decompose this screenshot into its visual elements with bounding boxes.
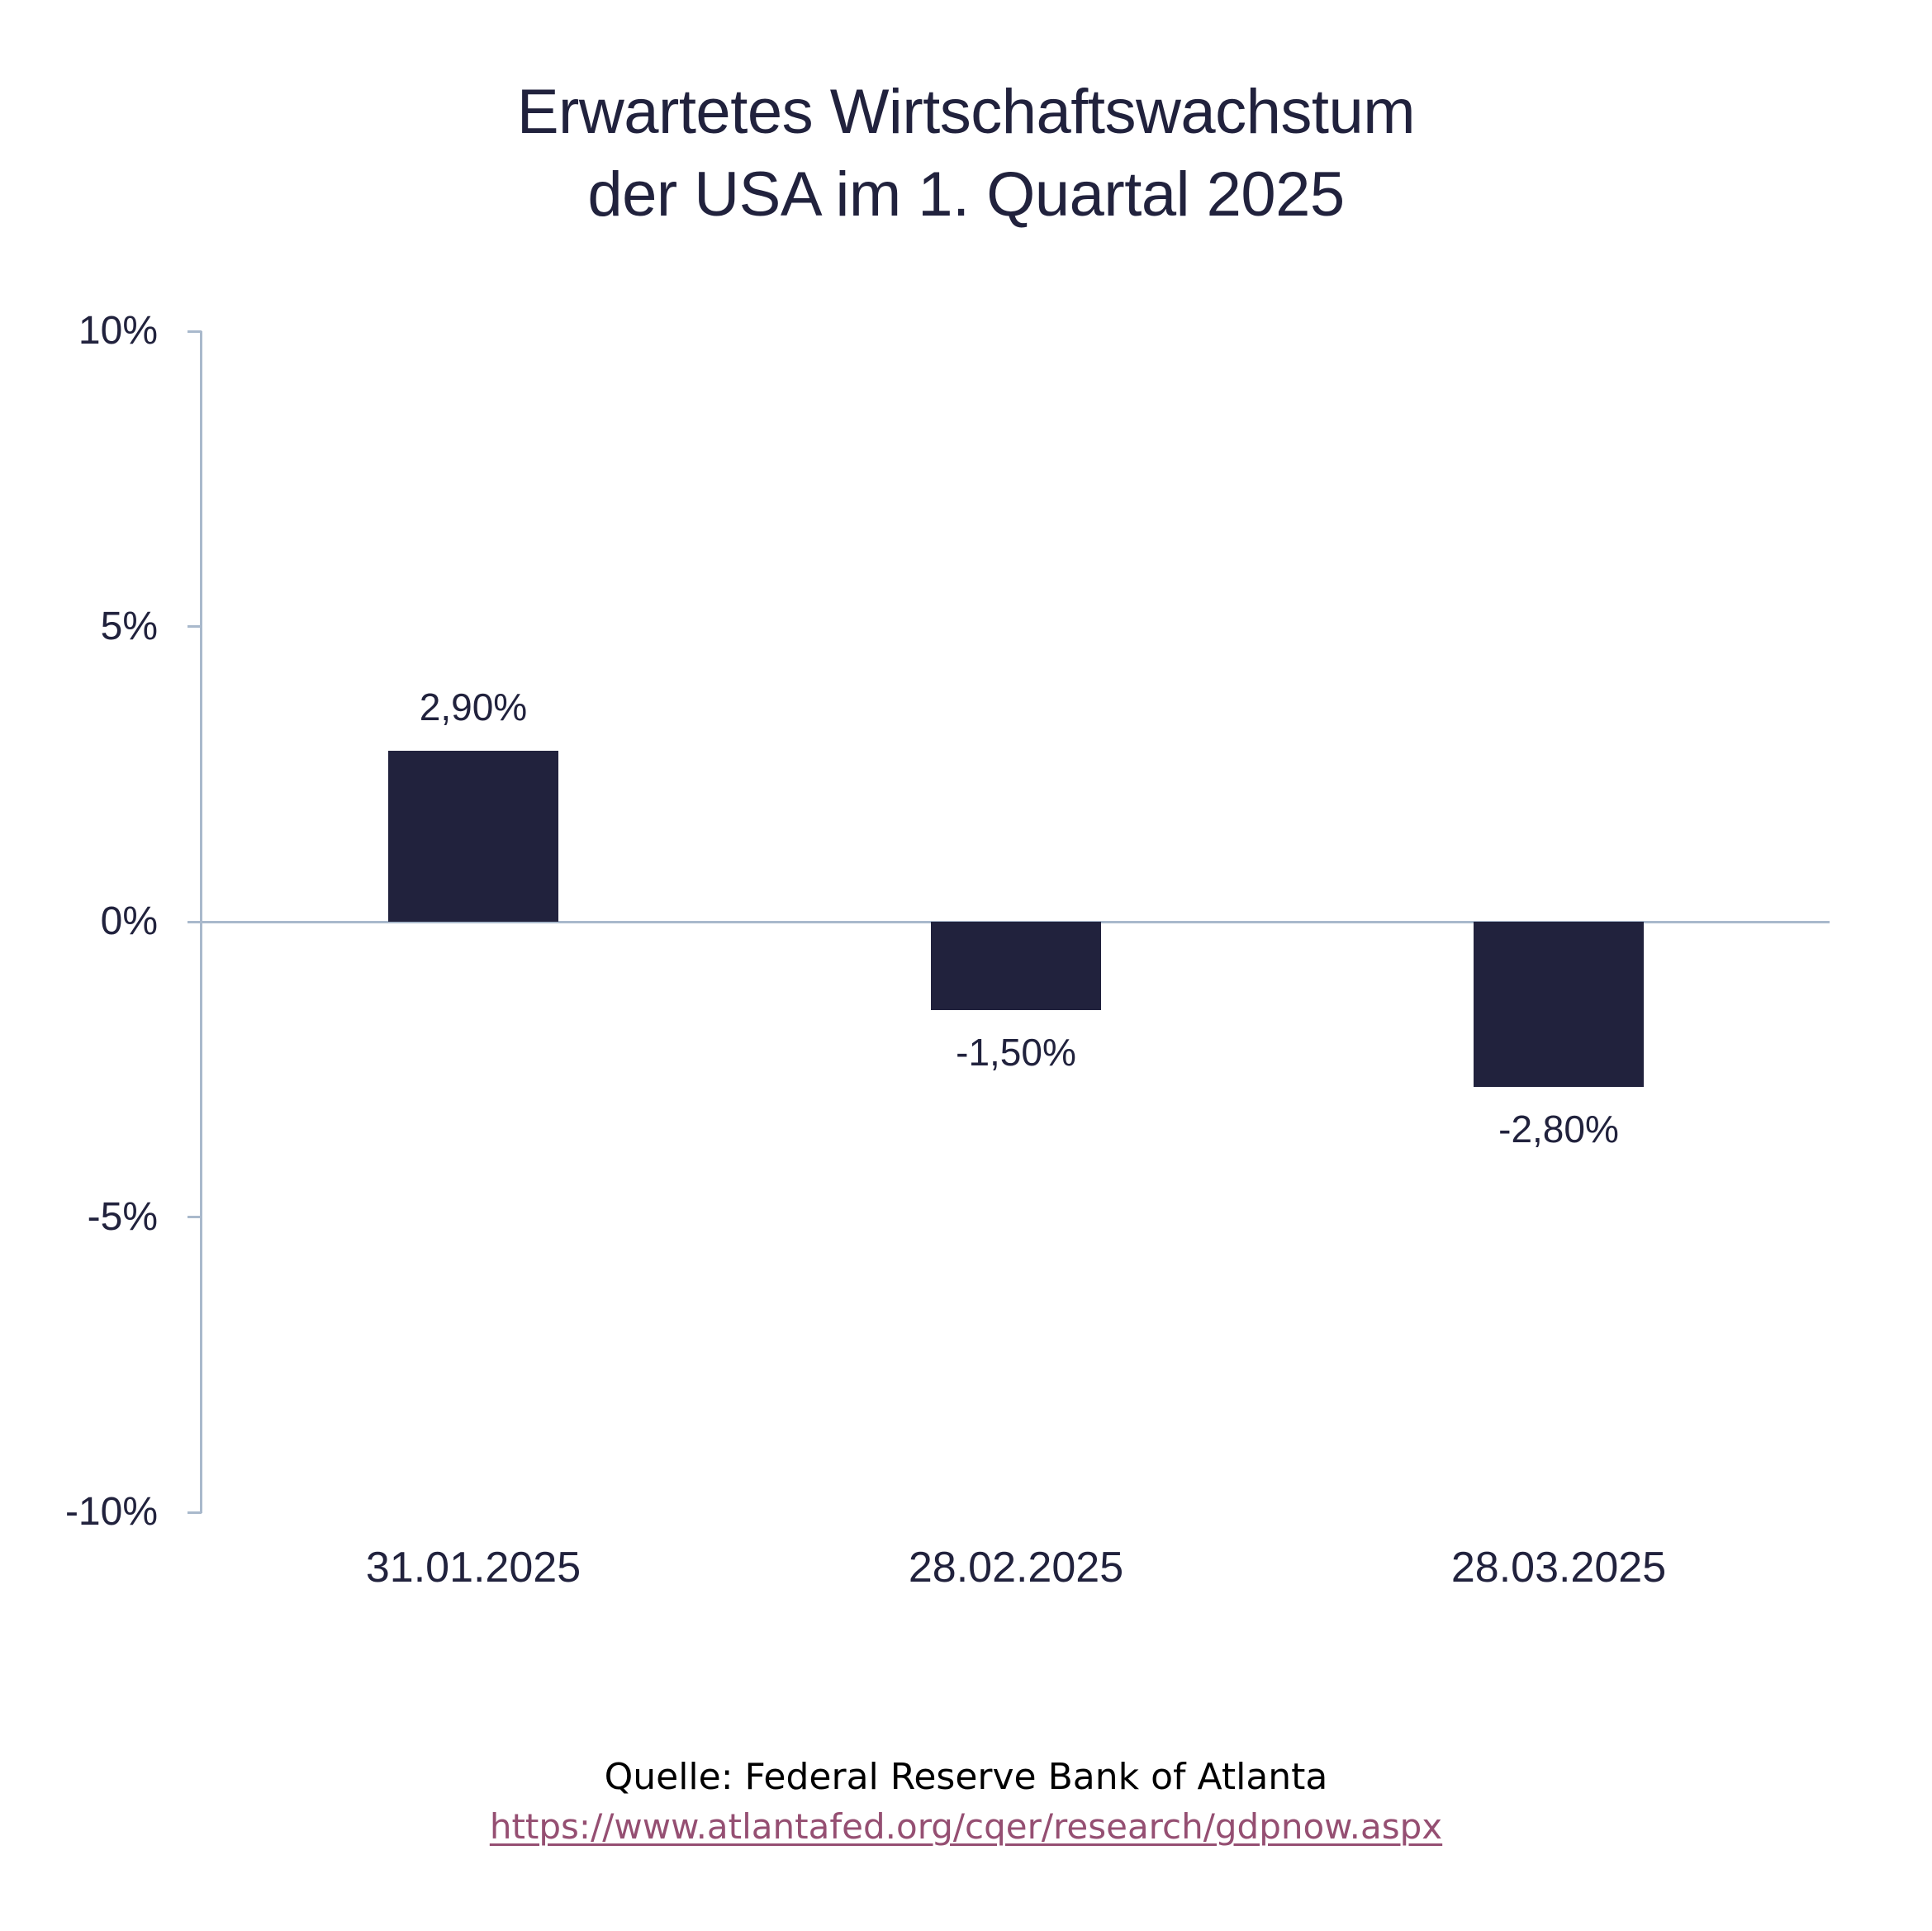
y-tick-label-10: 10% — [78, 309, 158, 353]
bar-value-label-28-03-2025: -2,80% — [1498, 1108, 1619, 1151]
bar-value-label-28-02-2025: -1,50% — [956, 1031, 1076, 1075]
x-axis-label-28-02-2025: 28.02.2025 — [908, 1544, 1124, 1592]
y-tick-10 — [188, 330, 202, 333]
bar-31-01-2025 — [388, 750, 558, 922]
y-tick-minus-10 — [188, 1511, 202, 1514]
bar-value-label-31-01-2025: 2,90% — [419, 685, 528, 728]
x-axis-label-28-03-2025: 28.03.2025 — [1450, 1544, 1667, 1592]
chart-title: Erwartetes Wirtschaftswachstum der USA i… — [0, 71, 1932, 236]
bar-28-03-2025 — [1474, 922, 1644, 1088]
chart-title-line-2: der USA im 1. Quartal 2025 — [587, 159, 1345, 230]
y-tick-label-minus-5: -5% — [87, 1194, 158, 1239]
y-tick-label-0: 0% — [100, 899, 158, 943]
source-link[interactable]: https://www.atlantafed.org/cqer/research… — [489, 1806, 1443, 1847]
bar-28-02-2025 — [931, 922, 1101, 1011]
y-tick-minus-5 — [188, 1216, 202, 1218]
source-text: Quelle: Federal Reserve Bank of Atlanta — [604, 1756, 1328, 1798]
chart-title-line-1: Erwartetes Wirtschaftswachstum — [516, 77, 1416, 147]
y-tick-label-5: 5% — [100, 604, 158, 648]
y-tick-5 — [188, 625, 202, 628]
y-tick-0 — [188, 920, 202, 923]
source-link-container: https://www.atlantafed.org/cqer/research… — [0, 1804, 1932, 1850]
x-axis-label-31-01-2025: 31.01.2025 — [365, 1544, 581, 1592]
y-tick-label-minus-10: -10% — [64, 1490, 158, 1534]
